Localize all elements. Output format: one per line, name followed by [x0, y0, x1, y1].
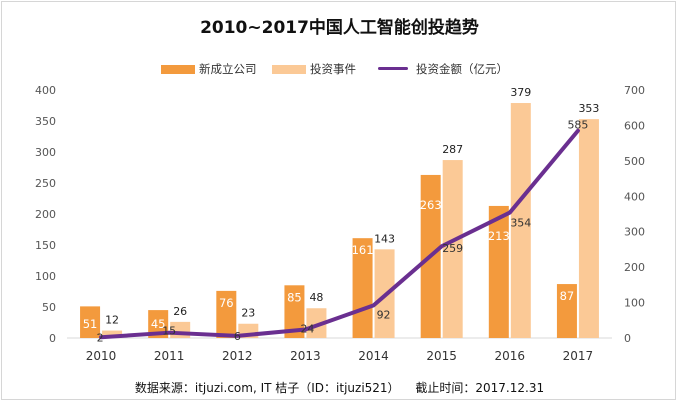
data-label-investment-amount: 24 [300, 322, 314, 335]
bar-new-companies [80, 306, 101, 338]
y-left-tick-label: 250 [35, 177, 56, 190]
legend-swatch-investment-events [272, 65, 306, 74]
footer-source: 数据来源：itjuzi.com, IT 桔子（ID：itjuzi521） [134, 381, 400, 395]
legend-swatch-investment-amount [378, 67, 408, 70]
y-left-tick-label: 300 [35, 146, 56, 159]
x-tick-label: 2016 [495, 349, 526, 363]
bar-investment-events [306, 308, 327, 338]
y-left-tick-label: 100 [35, 270, 56, 283]
legend-label-new-companies: 新成立公司 [199, 62, 257, 76]
line-investment-amount [99, 128, 580, 340]
data-label-investment-events: 12 [105, 314, 119, 327]
data-label-investment-events: 26 [173, 305, 187, 318]
data-label-new-companies: 263 [420, 198, 442, 212]
bar-investment-events [578, 119, 599, 338]
x-tick-label: 2015 [426, 349, 457, 363]
y-left-tick-label: 350 [35, 115, 56, 128]
data-label-investment-amount: 6 [234, 330, 241, 343]
data-label-investment-amount: 259 [442, 242, 463, 255]
bar-investment-events [442, 160, 463, 338]
bar-investment-events [102, 330, 123, 338]
x-tick-label: 2010 [86, 349, 117, 363]
chart-legend: 新成立公司 投资事件 投资金额（亿元） [0, 61, 679, 79]
x-tick-label: 2014 [358, 349, 389, 363]
y-left-tick-label: 200 [35, 208, 56, 221]
y-left-tick-label: 400 [35, 84, 56, 97]
data-label-new-companies: 87 [560, 289, 575, 303]
x-tick-label: 2013 [290, 349, 321, 363]
data-label-new-companies: 45 [151, 317, 166, 331]
data-label-investment-events: 143 [374, 232, 395, 245]
legend-label-investment-events: 投资事件 [310, 62, 356, 76]
y-left-tick-label: 0 [49, 332, 56, 345]
footer-cutoff: 截止时间：2017.12.31 [415, 381, 545, 395]
y-left-tick-label: 50 [42, 301, 56, 314]
data-label-investment-events: 287 [442, 143, 463, 156]
data-label-investment-events: 48 [309, 291, 323, 304]
data-label-investment-events: 379 [510, 86, 531, 99]
bar-new-companies [148, 310, 169, 338]
legend-label-investment-amount: 投资金额（亿元） [416, 62, 508, 76]
bar-investment-events [510, 103, 531, 339]
y-left-tick-label: 150 [35, 239, 56, 252]
data-label-new-companies: 76 [219, 296, 234, 310]
data-label-investment-amount: 92 [377, 308, 391, 321]
y-right-tick-label: 300 [624, 226, 645, 239]
x-tick-label: 2012 [222, 349, 253, 363]
data-label-investment-amount: 354 [510, 217, 531, 230]
bar-new-companies [284, 285, 305, 338]
bar-new-companies [556, 284, 577, 338]
data-label-investment-amount: 2 [97, 331, 104, 344]
x-tick-label: 2011 [154, 349, 185, 363]
data-label-investment-amount: 585 [567, 119, 588, 132]
data-label-new-companies: 161 [352, 243, 374, 257]
y-right-tick-label: 500 [624, 155, 645, 168]
footer: 数据来源：itjuzi.com, IT 桔子（ID：itjuzi521） 截止时… [0, 379, 679, 396]
data-label-new-companies: 51 [83, 317, 98, 331]
legend-swatch-new-companies [161, 65, 195, 74]
y-right-tick-label: 700 [624, 84, 645, 97]
y-right-tick-label: 100 [624, 297, 645, 310]
data-label-new-companies: 85 [287, 290, 302, 304]
y-right-tick-label: 600 [624, 119, 645, 132]
data-label-new-companies: 213 [488, 229, 510, 243]
chart-title: 2010~2017中国人工智能创投趋势 [200, 18, 479, 38]
x-tick-label: 2017 [563, 349, 594, 363]
bar-new-companies [488, 205, 509, 338]
y-right-tick-label: 0 [624, 332, 631, 345]
data-label-investment-events: 23 [241, 307, 255, 320]
bar-new-companies [216, 290, 237, 338]
data-label-investment-amount: 15 [162, 325, 176, 338]
data-label-investment-events: 353 [578, 102, 599, 115]
y-right-tick-label: 400 [624, 190, 645, 203]
y-right-tick-label: 200 [624, 261, 645, 274]
